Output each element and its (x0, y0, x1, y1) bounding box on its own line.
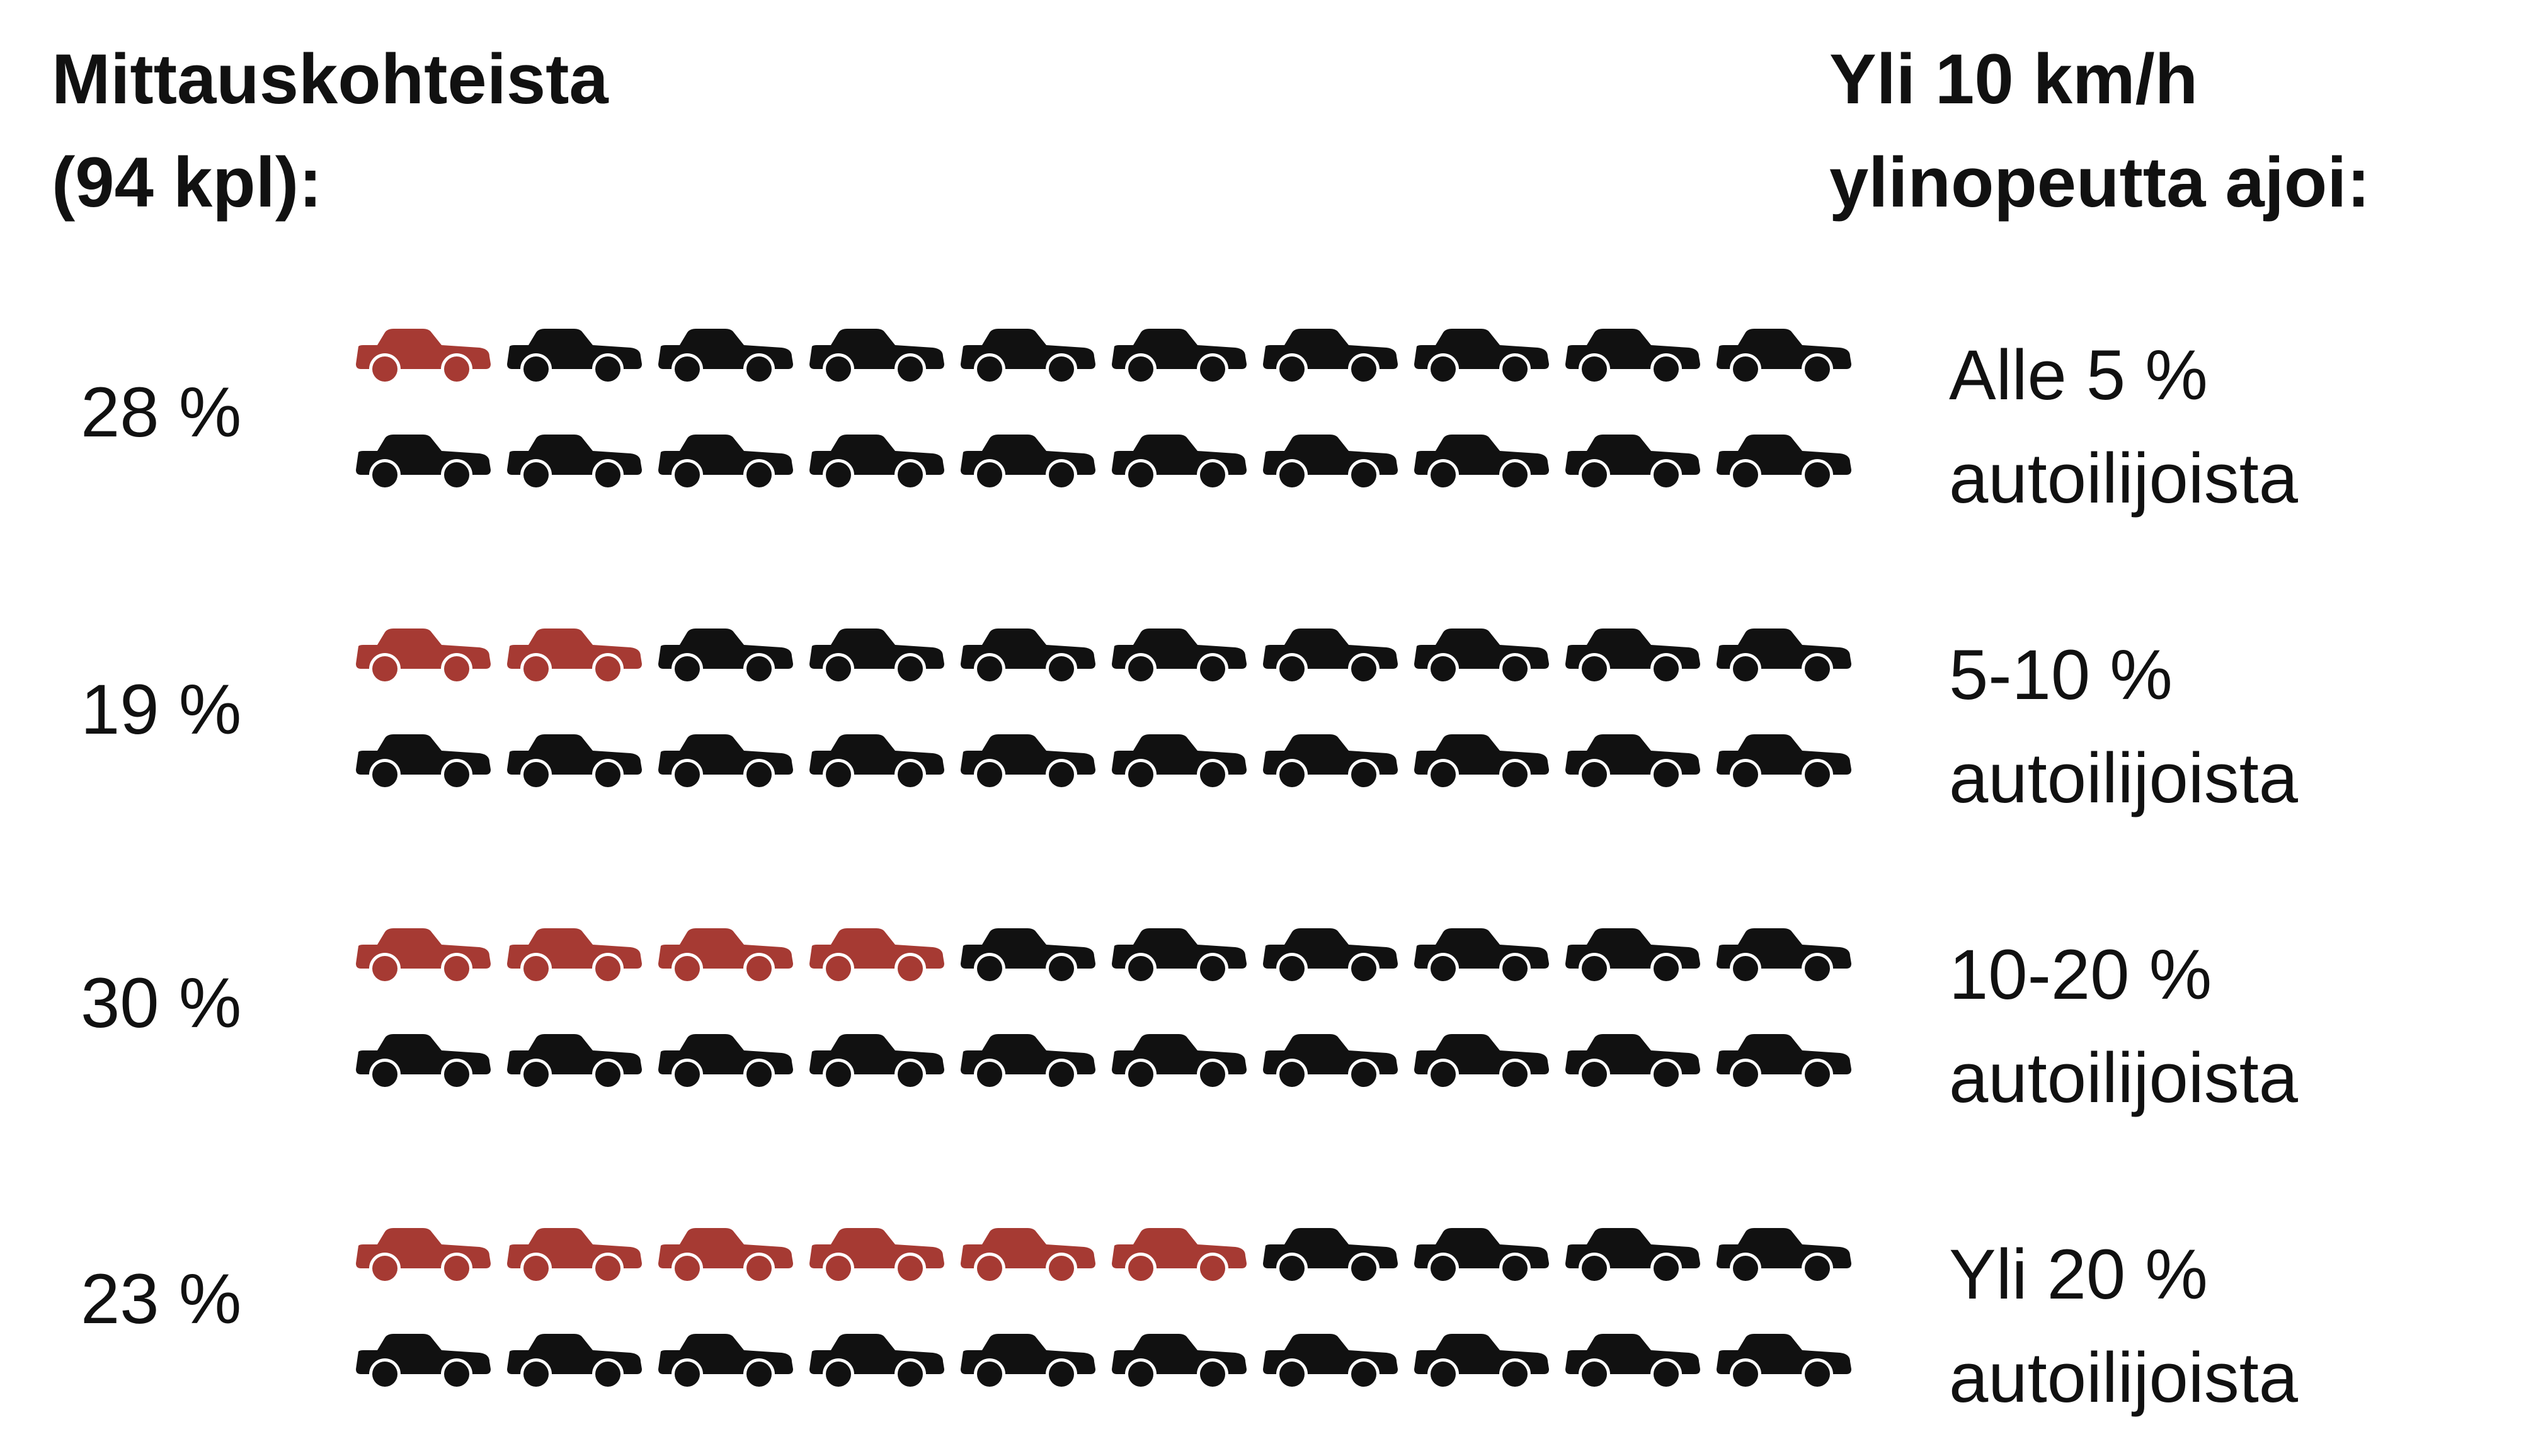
car-icon (356, 329, 491, 385)
car-icon (1414, 1334, 1549, 1390)
row-category-label: Alle 5 % autoilijoista (1949, 336, 2299, 518)
car-icon (1717, 1034, 1851, 1090)
car-icon (961, 435, 1095, 491)
car-icon (1414, 928, 1549, 984)
car-icon (507, 329, 642, 385)
car-icon (1565, 734, 1700, 790)
car-icon (1717, 1334, 1851, 1390)
car-icon (1414, 1034, 1549, 1090)
car-icon (809, 1034, 944, 1090)
car-icon (961, 734, 1095, 790)
car-icon (961, 928, 1095, 984)
car-icon (1112, 329, 1247, 385)
car-icon (1565, 928, 1700, 984)
car-icon (1263, 1034, 1398, 1090)
car-icon (961, 1334, 1095, 1390)
car-icon (356, 1228, 491, 1284)
car-icon (1112, 1228, 1247, 1284)
car-icon (658, 734, 793, 790)
car-icon (507, 928, 642, 984)
row-category-label: 5-10 % autoilijoista (1949, 635, 2299, 817)
car-icon (1717, 734, 1851, 790)
car-icon (1112, 1334, 1247, 1390)
car-icon (507, 1334, 642, 1390)
car-icon (1717, 435, 1851, 491)
car-icon (356, 1034, 491, 1090)
car-icon (356, 628, 491, 685)
car-icon (658, 1228, 793, 1284)
row-percent-label: 30 % (81, 964, 242, 1042)
car-icon (809, 928, 944, 984)
car-icon (507, 435, 642, 491)
car-icon (507, 734, 642, 790)
car-icon (1565, 628, 1700, 685)
car-icon (1565, 1228, 1700, 1284)
car-icon (1263, 1228, 1398, 1284)
car-icon (961, 1228, 1095, 1284)
car-icon (1263, 734, 1398, 790)
row-percent-label: 28 % (81, 373, 242, 452)
car-icon (1565, 1034, 1700, 1090)
car-icon (658, 628, 793, 685)
car-icon (356, 1334, 491, 1390)
car-icon (809, 435, 944, 491)
car-icon (658, 1034, 793, 1090)
car-icon (356, 734, 491, 790)
car-icon (1717, 628, 1851, 685)
row-percent-label: 23 % (81, 1260, 242, 1338)
car-icon (1565, 1334, 1700, 1390)
car-icon (1112, 628, 1247, 685)
car-icon (658, 329, 793, 385)
car-icon (1263, 928, 1398, 984)
car-icon (356, 435, 491, 491)
car-icon (1717, 329, 1851, 385)
car-icon (809, 1228, 944, 1284)
car-icon (961, 628, 1095, 685)
car-icon (1414, 329, 1549, 385)
car-icon (1565, 329, 1700, 385)
car-icon (1263, 628, 1398, 685)
car-icon (1717, 928, 1851, 984)
car-icon (1565, 435, 1700, 491)
car-icon (809, 329, 944, 385)
car-icon (961, 1034, 1095, 1090)
car-icon (1414, 628, 1549, 685)
car-icon (658, 1334, 793, 1390)
car-icon (1263, 1334, 1398, 1390)
car-icon (1414, 734, 1549, 790)
car-icon (809, 1334, 944, 1390)
row-category-label: Yli 20 % autoilijoista (1949, 1235, 2299, 1417)
car-icon (356, 928, 491, 984)
car-icon (1414, 435, 1549, 491)
car-icon (1263, 329, 1398, 385)
car-icon (1112, 1034, 1247, 1090)
car-icon (658, 928, 793, 984)
car-icon (1263, 435, 1398, 491)
car-icon (1414, 1228, 1549, 1284)
car-icon (1112, 928, 1247, 984)
car-icon (1112, 734, 1247, 790)
car-icon (1717, 1228, 1851, 1284)
car-icon (1112, 435, 1247, 491)
car-icon (507, 1228, 642, 1284)
car-icon (809, 734, 944, 790)
car-icon (658, 435, 793, 491)
heading-left: Mittauskohteista (94 kpl): (52, 40, 609, 222)
row-category-label: 10-20 % autoilijoista (1949, 935, 2299, 1117)
heading-right: Yli 10 km/h ylinopeutta ajoi: (1829, 40, 2370, 222)
car-icon (507, 628, 642, 685)
row-percent-label: 19 % (81, 670, 242, 749)
car-icon (507, 1034, 642, 1090)
car-icon (809, 628, 944, 685)
car-icon (961, 329, 1095, 385)
